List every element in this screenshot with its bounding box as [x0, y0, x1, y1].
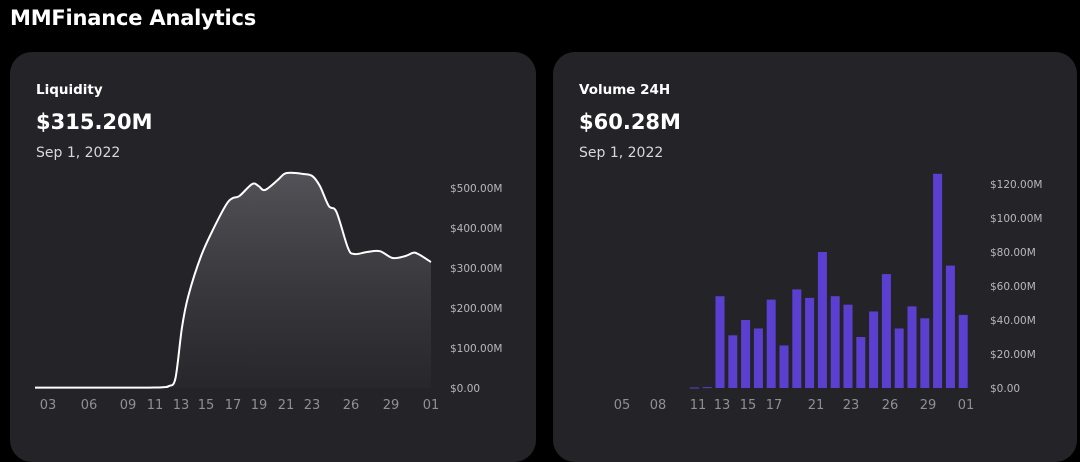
- volume-y-tick: $40.00M: [990, 315, 1036, 327]
- liquidity-x-tick: 17: [225, 398, 242, 413]
- liquidity-x-tick: 23: [304, 398, 321, 413]
- volume-date: Sep 1, 2022: [579, 145, 664, 161]
- liquidity-value: $315.20M: [36, 110, 153, 134]
- volume-x-tick: 01: [958, 398, 975, 413]
- volume-y-tick: $0.00: [990, 383, 1020, 395]
- volume-x-tick: 29: [920, 398, 937, 413]
- volume-bar[interactable]: [881, 274, 891, 388]
- volume-x-tick: 21: [808, 398, 825, 413]
- liquidity-line: [34, 171, 432, 389]
- volume-bar[interactable]: [689, 387, 699, 389]
- volume-bar[interactable]: [907, 306, 917, 388]
- volume-x-tick: 23: [843, 398, 860, 413]
- volume-x-tick: 17: [766, 398, 783, 413]
- volume-bar[interactable]: [792, 289, 802, 388]
- volume-bar[interactable]: [766, 299, 776, 388]
- liquidity-x-tick: 01: [423, 398, 440, 413]
- liquidity-x-tick: 19: [251, 398, 268, 413]
- liquidity-x-tick: 09: [120, 398, 137, 413]
- liquidity-x-tick: 03: [40, 398, 57, 413]
- volume-bar[interactable]: [753, 328, 763, 389]
- volume-x-tick: 15: [740, 398, 757, 413]
- volume-x-tick: 11: [690, 398, 707, 413]
- volume-bar[interactable]: [958, 314, 968, 388]
- volume-bar[interactable]: [715, 296, 725, 388]
- volume-bar[interactable]: [894, 328, 904, 389]
- liquidity-x-tick: 13: [173, 398, 190, 413]
- volume-y-tick: $100.00M: [990, 213, 1042, 225]
- liquidity-x-tick: 29: [383, 398, 400, 413]
- volume-value: $60.28M: [579, 110, 681, 134]
- volume-bar[interactable]: [830, 296, 840, 388]
- liquidity-card: Liquidity $315.20M Sep 1, 2022 $0.00 $100…: [10, 52, 536, 462]
- page-title: MMFinance Analytics: [10, 6, 257, 30]
- volume-bar[interactable]: [805, 297, 815, 388]
- volume-x-tick: 26: [882, 398, 899, 413]
- volume-bar[interactable]: [843, 304, 853, 388]
- liquidity-y-tick: $0.00: [450, 383, 480, 395]
- liquidity-x-tick: 11: [147, 398, 164, 413]
- volume-label: Volume 24H: [579, 82, 671, 98]
- volume-bar[interactable]: [728, 335, 738, 388]
- volume-bar[interactable]: [869, 311, 879, 389]
- volume-bar[interactable]: [856, 337, 866, 388]
- volume-x-tick: 05: [614, 398, 631, 413]
- liquidity-x-tick: 26: [343, 398, 360, 413]
- volume-x-tick: 13: [714, 398, 731, 413]
- volume-bar[interactable]: [933, 173, 943, 388]
- volume-y-tick: $60.00M: [990, 281, 1036, 293]
- liquidity-y-tick: $300.00M: [450, 263, 502, 275]
- volume-bar[interactable]: [702, 387, 712, 389]
- volume-bar[interactable]: [779, 345, 789, 389]
- liquidity-x-tick: 21: [278, 398, 295, 413]
- volume-bar[interactable]: [741, 320, 751, 388]
- liquidity-date: Sep 1, 2022: [36, 145, 121, 161]
- liquidity-y-tick: $200.00M: [450, 303, 502, 315]
- volume-chart[interactable]: $0.00 $20.00M $40.00M $60.00M $80.00M $100.00…: [553, 52, 1077, 454]
- liquidity-chart[interactable]: $0.00 $100.00M $200.00M $300.00M $400.00M $50…: [10, 52, 536, 454]
- liquidity-area: [35, 172, 431, 388]
- liquidity-x-tick: 06: [81, 398, 98, 413]
- volume-bar[interactable]: [920, 318, 930, 388]
- liquidity-y-tick: $100.00M: [450, 343, 502, 355]
- volume-bar[interactable]: [945, 265, 955, 388]
- liquidity-y-tick: $400.00M: [450, 223, 502, 235]
- liquidity-y-tick: $500.00M: [450, 183, 502, 195]
- liquidity-label: Liquidity: [36, 82, 103, 98]
- volume-y-tick: $120.00M: [990, 179, 1042, 191]
- volume-y-tick: $80.00M: [990, 247, 1036, 259]
- volume-x-tick: 08: [650, 398, 667, 413]
- liquidity-x-tick: 15: [198, 398, 215, 413]
- volume-y-tick: $20.00M: [990, 349, 1036, 361]
- volume-bar[interactable]: [817, 252, 827, 388]
- volume-card: Volume 24H $60.28M Sep 1, 2022 $0.00 $20.…: [553, 52, 1077, 462]
